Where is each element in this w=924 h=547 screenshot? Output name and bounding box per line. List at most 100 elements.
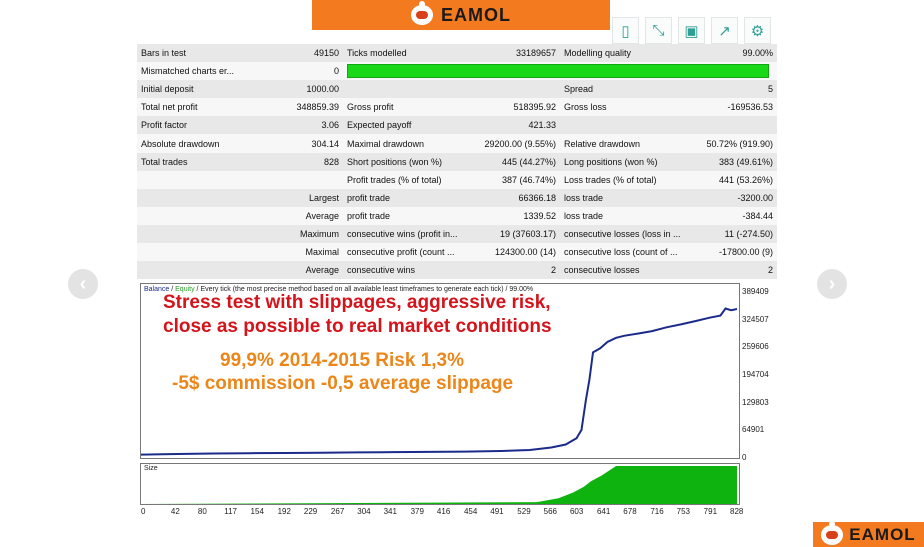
report-label: Short positions (won %) <box>343 152 468 171</box>
report-value: -169536.53 <box>688 98 777 117</box>
x-tick-label: 641 <box>596 507 611 516</box>
y-tick-label: 129803 <box>742 397 769 407</box>
report-label: Relative drawdown <box>560 134 688 153</box>
x-tick-label: 753 <box>676 507 690 516</box>
report-label: consecutive profit (count ... <box>343 243 468 262</box>
report-label <box>343 80 468 99</box>
report-label: consecutive loss (count of ... <box>560 243 688 262</box>
report-label: loss trade <box>560 188 688 207</box>
save-icon[interactable]: ▣ <box>678 17 705 44</box>
modelling-quality-bar-cell <box>343 62 777 81</box>
x-tick-label: 304 <box>357 507 371 516</box>
report-value: 421.33 <box>468 116 560 135</box>
expand-icon[interactable]: ⤡ <box>645 17 672 44</box>
report-row: Bars in test 49150 Ticks modelled 33189657 M… <box>137 44 777 63</box>
y-tick-label: 194704 <box>742 370 769 379</box>
x-tick-label: 603 <box>569 507 584 516</box>
report-value: 99.00% <box>688 44 777 63</box>
y-tick-label: 64901 <box>742 425 765 435</box>
brand-logo-text-bottom: EAMOL <box>849 524 916 544</box>
report-row: Average consecutive wins 2 consecutive loss… <box>137 261 777 280</box>
report-value: 33189657 <box>468 44 560 63</box>
report-value <box>468 80 560 99</box>
report-value: 441 (53.26%) <box>688 170 777 189</box>
overlay-line-3: 99,9% 2014-2015 Risk 1,3% <box>220 350 465 371</box>
report-label: consecutive wins (profit in... <box>343 224 468 244</box>
report-label: Long positions (won %) <box>560 152 688 171</box>
report-value: 304.14 <box>260 134 343 153</box>
report-label: consecutive losses (loss in ... <box>560 224 688 244</box>
share-icon[interactable]: ↗ <box>711 17 738 44</box>
x-tick-label: 267 <box>330 507 345 516</box>
x-tick-label: 678 <box>623 507 637 516</box>
report-label: Loss trades (% of total) <box>560 170 688 189</box>
report-label: Profit trades (% of total) <box>343 170 468 189</box>
report-value: -17800.00 (9) <box>688 243 777 262</box>
report-label <box>137 188 260 207</box>
x-tick-label: 379 <box>410 507 424 516</box>
document-icon[interactable]: ▯ <box>612 17 639 44</box>
report-value: 1339.52 <box>468 206 560 225</box>
report-value <box>260 170 343 189</box>
report-label <box>137 170 260 189</box>
report-label: loss trade <box>560 206 688 225</box>
report-label <box>137 224 260 244</box>
report-row: Absolute drawdown 304.14 Maximal drawdown 2… <box>137 134 777 153</box>
balance-chart-svg <box>140 307 738 456</box>
robot-logo-icon-small <box>821 520 844 545</box>
report-label: Gross loss <box>560 98 688 117</box>
report-value: 19 (37603.17) <box>468 224 560 244</box>
report-row: Average profit trade 1339.52 loss trade -384… <box>137 206 777 225</box>
report-label: profit trade <box>343 188 468 207</box>
x-tick-label: 491 <box>490 507 504 516</box>
report-label: consecutive wins <box>343 261 468 280</box>
x-tick-label: 529 <box>517 507 531 516</box>
report-row: Maximum consecutive wins (profit in... 19 … <box>137 224 777 244</box>
modelling-quality-bar <box>347 64 769 79</box>
report-row: Total net profit 348859.39 Gross profit 518… <box>137 98 777 117</box>
y-tick-label: 259606 <box>742 342 769 352</box>
legend-description: / Every tick (the most precise method ba… <box>194 286 534 293</box>
report-value: 348859.39 <box>260 98 343 117</box>
y-tick-label: 324507 <box>742 314 769 324</box>
previous-arrow-icon[interactable]: ‹ <box>68 269 98 299</box>
report-value: 66366.18 <box>468 188 560 207</box>
report-value: 3.06 <box>260 116 343 135</box>
x-tick-label: 117 <box>224 507 237 516</box>
report-label: Profit factor <box>137 116 260 135</box>
settings-icon[interactable]: ⚙ <box>744 17 771 44</box>
report-label: Maximal drawdown <box>343 134 468 153</box>
legend-equity: Equity <box>175 286 195 293</box>
brand-banner-bottom: EAMOL <box>813 520 924 547</box>
report-row: Profit trades (% of total) 387 (46.74%) Lo… <box>137 170 777 189</box>
report-value: Largest <box>260 188 343 207</box>
report-value: 518395.92 <box>468 98 560 117</box>
overlay-line-4: -5$ commission -0,5 average slippage <box>172 373 514 394</box>
report-value: 5 <box>688 80 777 99</box>
size-chart-label: Size <box>144 465 158 472</box>
report-value <box>688 116 777 135</box>
report-value: 124300.00 (14) <box>468 243 560 262</box>
report-label <box>137 261 260 280</box>
legend-balance: Balance <box>144 286 170 293</box>
report-label: Gross profit <box>343 98 468 117</box>
x-tick-label: 0 <box>141 507 146 516</box>
x-tick-label: 416 <box>436 507 451 516</box>
x-tick-label: 454 <box>463 507 478 516</box>
report-value: -3200.00 <box>688 188 777 207</box>
next-arrow-icon[interactable]: › <box>817 269 847 299</box>
report-label: profit trade <box>343 206 468 225</box>
report-value: 445 (44.27%) <box>468 152 560 171</box>
report-value: 2 <box>688 261 777 280</box>
x-tick-label: 154 <box>250 507 264 516</box>
x-tick-label: 716 <box>650 507 664 516</box>
report-label: Initial deposit <box>137 80 260 99</box>
y-tick-label: 389409 <box>742 287 769 296</box>
report-label: Total net profit <box>137 98 260 117</box>
x-tick-label: 566 <box>543 507 557 516</box>
report-label <box>560 116 688 135</box>
overlay-line-1: Stress test with slippages, aggressive r… <box>163 292 551 313</box>
x-tick-label: 828 <box>730 507 744 516</box>
report-row: Largest profit trade 66366.18 loss trade -32… <box>137 188 777 207</box>
